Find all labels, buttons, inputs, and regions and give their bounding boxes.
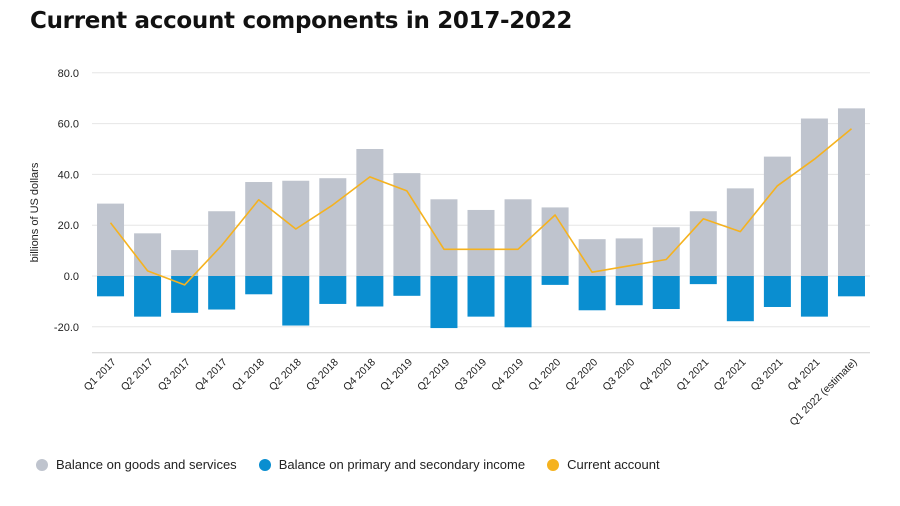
goods-services-bar <box>356 149 384 276</box>
goods-services-bar <box>689 211 717 276</box>
current-account-line <box>109 128 853 286</box>
y-tick-label: 40.0 <box>58 169 79 181</box>
x-tick-label: Q2 2017 <box>119 356 156 393</box>
goods-services-bar <box>504 199 532 276</box>
income-bar <box>97 276 125 297</box>
goods-services-bar <box>393 173 421 276</box>
income-bar <box>763 276 791 307</box>
y-tick-label: 60.0 <box>58 119 79 131</box>
y-tick-label: 0.0 <box>64 271 79 283</box>
income-bar <box>689 276 717 285</box>
income-bar <box>282 276 310 326</box>
legend-item: Current account <box>547 457 660 472</box>
x-tick-label: Q1 2019 <box>378 356 415 393</box>
legend-item: Balance on primary and secondary income <box>258 457 526 472</box>
x-tick-label: Q4 2020 <box>637 356 674 393</box>
chart-title: Current account components in 2017-2022 <box>30 8 573 34</box>
y-tick-label: -20.0 <box>54 322 79 334</box>
income-bar <box>837 276 865 297</box>
legend-swatch <box>258 458 271 471</box>
y-tick-label: 80.0 <box>58 68 79 80</box>
legend-swatch <box>36 458 48 471</box>
goods-services-bar <box>763 156 791 276</box>
goods-services-bar <box>430 199 458 276</box>
x-tick-label: Q2 2019 <box>415 356 452 393</box>
x-tick-label: Q3 2020 <box>600 356 637 393</box>
goods-services-bar <box>615 238 643 276</box>
x-tick-label: Q2 2021 <box>711 356 748 393</box>
legend-item: Balance on goods and services <box>36 457 237 472</box>
x-tick-label: Q3 2017 <box>156 356 193 393</box>
income-bar <box>652 276 680 310</box>
chart-legend: Balance on goods and services Balance on … <box>36 457 682 472</box>
legend-label: Current account <box>567 457 660 472</box>
income-bar <box>726 276 754 322</box>
goods-services-bar <box>541 207 569 276</box>
x-tick-label: Q2 2020 <box>563 356 600 393</box>
y-axis-title: billions of US dollars <box>29 162 41 262</box>
income-bar <box>615 276 643 306</box>
x-tick-label: Q1 2017 <box>82 356 119 393</box>
x-tick-label: Q2 2018 <box>267 356 304 393</box>
legend-swatch <box>547 458 560 471</box>
y-tick-label: 20.0 <box>58 220 79 232</box>
goods-services-bar <box>319 178 347 276</box>
goods-services-bar <box>208 211 236 276</box>
x-tick-label: Q3 2021 <box>749 356 786 393</box>
goods-services-bar <box>97 203 125 276</box>
goods-services-bar <box>171 250 199 276</box>
income-bar <box>578 276 606 311</box>
x-tick-label: Q1 2022 (estimate) <box>788 356 860 428</box>
chart-svg: -20.0 0.0 20.0 40.0 60.0 80.0 billions of US d… <box>29 68 870 428</box>
income-bar <box>134 276 162 317</box>
income-bar <box>504 276 532 328</box>
income-bar <box>245 276 273 295</box>
x-tick-label: Q4 2021 <box>786 356 823 393</box>
goods-services-bar <box>134 233 162 276</box>
goods-services-bar <box>245 182 273 276</box>
income-bar <box>393 276 421 296</box>
x-tick-label: Q1 2020 <box>526 356 563 393</box>
x-tick-label: Q1 2018 <box>230 356 267 393</box>
income-bar <box>430 276 458 329</box>
x-tick-label: Q1 2021 <box>674 356 711 393</box>
legend-label: Balance on goods and services <box>56 457 237 472</box>
x-tick-label: Q4 2018 <box>341 356 378 393</box>
goods-services-bar <box>652 227 680 276</box>
income-bar <box>356 276 384 307</box>
x-tick-label: Q4 2017 <box>193 356 230 393</box>
income-bar <box>800 276 828 317</box>
income-bar <box>319 276 347 304</box>
legend-label: Balance on primary and secondary income <box>278 457 526 472</box>
goods-services-bar <box>800 118 828 277</box>
goods-services-bar <box>837 108 865 276</box>
income-bar <box>208 276 236 310</box>
x-tick-label: Q4 2019 <box>489 356 526 393</box>
income-bar <box>541 276 569 285</box>
income-bar <box>467 276 495 317</box>
x-tick-label: Q3 2019 <box>452 356 489 393</box>
x-tick-label: Q3 2018 <box>304 356 341 393</box>
goods-services-bar <box>467 209 495 276</box>
